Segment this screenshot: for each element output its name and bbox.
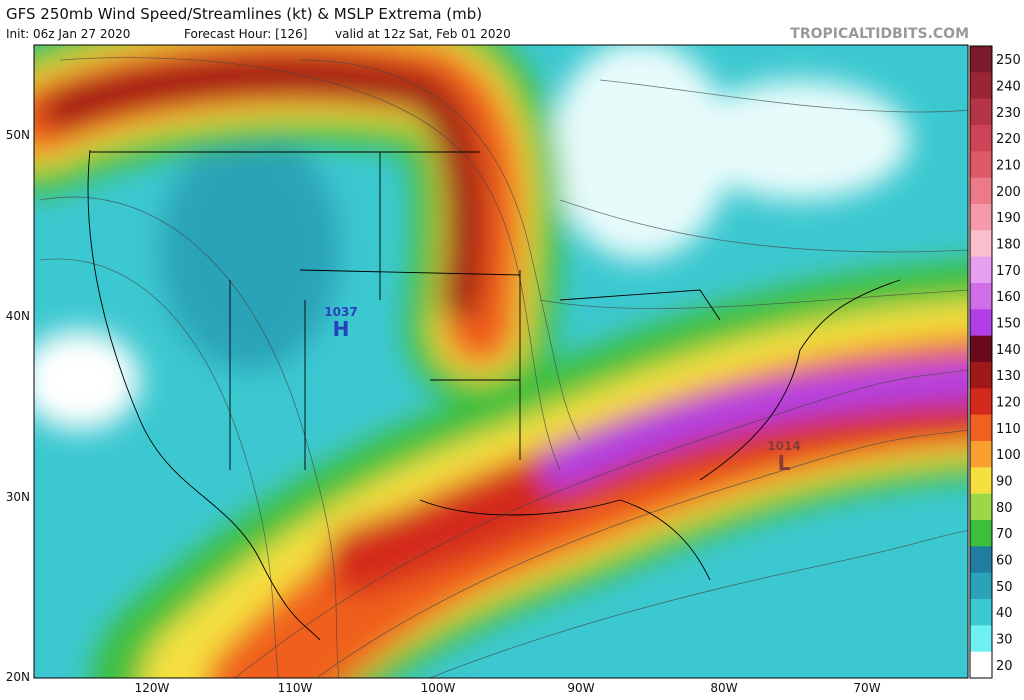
colorbar-label: 170: [996, 264, 1021, 279]
lon-label: 80W: [710, 681, 737, 695]
colorbar-label: 130: [996, 369, 1021, 384]
colorbar-label: 140: [996, 343, 1021, 358]
valid-time: valid at 12z Sat, Feb 01 2020: [335, 27, 511, 41]
colorbar-label: 250: [996, 53, 1021, 68]
colorbar-swatch: [970, 46, 992, 73]
colorbar-swatch: [970, 256, 992, 284]
colorbar-label: 230: [996, 106, 1021, 121]
colorbar-swatch: [970, 441, 992, 468]
colorbar-label: 190: [996, 211, 1021, 226]
colorbar-swatch: [970, 572, 992, 600]
colorbar-swatch: [970, 414, 992, 442]
colorbar-label: 30: [996, 633, 1013, 648]
colorbar-label: 220: [996, 132, 1021, 147]
colorbar-swatch: [970, 309, 992, 337]
colorbar-swatch: [970, 493, 992, 521]
colorbar-label: 240: [996, 80, 1021, 95]
forecast-hour: Forecast Hour: [126]: [184, 27, 307, 41]
colorbar-label: 200: [996, 185, 1021, 200]
colorbar-swatch: [970, 651, 992, 679]
pressure-value: 1014: [767, 439, 800, 453]
map-frame: [33, 44, 969, 679]
colorbar-label: 80: [996, 501, 1013, 516]
colorbar-label: 210: [996, 159, 1021, 174]
colorbar-swatch: [970, 98, 992, 126]
lat-label: 40N: [6, 309, 30, 323]
colorbar-label: 90: [996, 475, 1013, 490]
overlays: 250 240 230 220 210 200 190 180 170 160 150 140 130 1…: [6, 45, 1021, 695]
colorbar-swatch: [970, 125, 992, 152]
colorbar-label: 180: [996, 238, 1021, 253]
colorbar-swatch: [970, 520, 992, 547]
colorbar-label: 100: [996, 448, 1021, 463]
colorbar-label: 50: [996, 580, 1013, 595]
colorbar-swatch: [970, 283, 992, 310]
lat-label: 20N: [6, 670, 30, 684]
lon-label: 120W: [135, 681, 170, 695]
colorbar-swatch: [970, 388, 992, 416]
pressure-value: 1037: [324, 305, 357, 319]
colorbar-frame: [969, 45, 993, 679]
lat-label: 50N: [6, 128, 30, 142]
title: GFS 250mb Wind Speed/Streamlines (kt) & …: [6, 5, 482, 23]
colorbar-label: 70: [996, 527, 1013, 542]
colorbar-swatch: [970, 151, 992, 179]
colorbar-label: 20: [996, 659, 1013, 674]
colorbar-label: 60: [996, 554, 1013, 569]
colorbar-swatch: [970, 599, 992, 626]
source: TROPICALTIDBITS.COM: [790, 26, 969, 42]
colorbar-swatch: [970, 177, 992, 205]
colorbar-swatch: [970, 625, 992, 653]
colorbar-swatch: [970, 546, 992, 574]
lon-label: 110W: [278, 681, 313, 695]
colorbar-swatch: [970, 230, 992, 258]
colorbar-label: 150: [996, 317, 1021, 332]
lon-label: 70W: [853, 681, 880, 695]
colorbar-label: 40: [996, 606, 1013, 621]
pressure-symbol: L: [778, 451, 791, 475]
colorbar-swatch: [970, 204, 992, 231]
lon-label: 100W: [421, 681, 456, 695]
colorbar-swatch: [970, 335, 992, 363]
lat-label: 30N: [6, 490, 30, 504]
colorbar-label: 110: [996, 422, 1021, 437]
map: [34, 45, 968, 678]
colorbar-swatch: [970, 72, 992, 100]
colorbar-swatch: [970, 467, 992, 495]
pressure-symbol: H: [333, 317, 350, 341]
colorbar-swatch: [970, 362, 992, 389]
colorbar-label: 160: [996, 290, 1021, 305]
init: Init: 06z Jan 27 2020: [6, 27, 130, 41]
lon-label: 90W: [567, 681, 594, 695]
colorbar-label: 120: [996, 396, 1021, 411]
